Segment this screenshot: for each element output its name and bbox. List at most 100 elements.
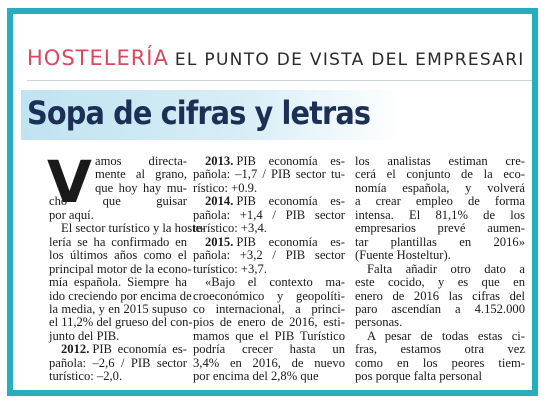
line-text: Falta añadir otro dato a [367, 261, 525, 276]
text-line: pios de enero de 2016, esti- [193, 316, 345, 329]
line-text: lería se ha confirmado en [49, 234, 187, 249]
line-text: tar plantillas en 2016» [355, 234, 525, 249]
header: HOSTELERÍA EL PUNTO DE VISTA DEL EMPRESAR… [27, 46, 525, 70]
text-line: Falta añadir otro dato a [355, 261, 525, 276]
text-line: por aquí. [49, 207, 187, 222]
line-text: por aquí. [49, 207, 94, 222]
line-text: pañola: +1,4 / PIB sector [193, 207, 345, 222]
text-line: podría crecer hasta un [193, 343, 345, 356]
paragraph: 2014. PIB economía es-pañola: +1,4 / PIB … [193, 195, 345, 235]
text-line: por encima del 2,8% que [193, 370, 345, 383]
kicker: EL PUNTO DE VISTA DEL EMPRESARI [174, 50, 525, 70]
text-line: tar plantillas en 2016» [355, 234, 525, 249]
text-line: pañola: +1,4 / PIB sector [193, 207, 345, 222]
line-text: por encima del 2,8% que [193, 369, 319, 384]
paragraph: 2012. PIB economía es-pañola: –2,6 / PIB … [49, 343, 187, 383]
text-line: pañola: –2,6 / PIB sector [49, 355, 187, 370]
text-line: pos porque falta personal [355, 370, 525, 383]
paragraph: 2015. PIB economía es-pañola: +3,2 / PIB … [193, 234, 345, 276]
text-line: los últimos años como el [49, 248, 187, 263]
headline: Sopa de cifras y letras [27, 94, 371, 132]
line-text: la media, y en 2015 supuso [49, 301, 187, 316]
text-line: junto del PIB. [49, 328, 187, 343]
line-text: 3,4% en 2016, de nuevo [193, 355, 345, 370]
line-text: junto del PIB. [49, 328, 120, 343]
line-text: turístico: +3,4. [193, 221, 267, 236]
column: 2013. PIB economía es-pañola: –1,7 / PIB … [193, 154, 345, 384]
line-text: fras, estamos otra vez [355, 342, 525, 357]
text-line: 2013. PIB economía es- [193, 154, 345, 168]
line-text: los últimos años como el [49, 248, 187, 263]
text-line: 2012. PIB economía es- [49, 343, 187, 356]
line-text: los analistas estiman cre- [355, 154, 525, 168]
line-text: pañola: –2,6 / PIB sector [49, 355, 187, 370]
line-text: mente al grano, [95, 167, 187, 182]
line-text: pañola: +3,2 / PIB sector [193, 248, 345, 263]
text-line: la media, y en 2015 supuso [49, 301, 187, 316]
line-text: mamos que el PIB Turístico [193, 328, 345, 343]
frame: HOSTELERÍA EL PUNTO DE VISTA DEL EMPRESAR… [7, 8, 538, 396]
text-line: empresarios prevé aumen- [355, 222, 525, 235]
line-text: PIB economía es- [236, 234, 345, 249]
line-text: este cocido, y es que en [355, 275, 525, 290]
text-line: 2015. PIB economía es- [193, 234, 345, 249]
line-text: co internacional, a princi- [193, 301, 345, 316]
line-text: turístico: +3,7. [193, 261, 267, 276]
text-line: mamos que el PIB Turístico [193, 328, 345, 343]
lead-text: 2012. [61, 342, 90, 357]
drop-cap: V [47, 148, 92, 216]
line-text: amos directa- [95, 154, 187, 168]
line-text: ido creciendo por encima de [49, 288, 192, 303]
line-text: nomía española, y volverá [355, 180, 525, 195]
text-line: fras, estamos otra vez [355, 343, 525, 356]
text-line: cerá el conjunto de la eco- [355, 168, 525, 181]
text-line: principal motor de la econo- [49, 262, 192, 276]
text-line: A pesar de todas estas ci- [355, 328, 525, 343]
paragraph: A pesar de todas estas ci-fras, estamos … [355, 328, 525, 384]
text-line: amos directa- [95, 154, 187, 168]
text-line: pañola: –1,7 / PIB sector tu- [193, 168, 345, 181]
line-text: podría crecer hasta un [193, 342, 345, 357]
text-line: mía española. Siempre ha [49, 275, 187, 290]
line-text: el 11,2% del grueso del con- [49, 315, 193, 330]
line-text: A pesar de todas estas ci- [367, 328, 525, 343]
section-label: HOSTELERÍA [27, 46, 169, 70]
line-text: PIB economía es- [236, 194, 345, 209]
text-line: croeconómico y geopolíti- [193, 288, 345, 303]
text-line: pañola: +3,2 / PIB sector [193, 248, 345, 263]
line-text: pios de enero de 2016, esti- [193, 315, 345, 330]
text-line: «Bajo el contexto ma- [193, 275, 345, 289]
line-text: personas. [355, 315, 403, 330]
text-line: 3,4% en 2016, de nuevo [193, 355, 345, 370]
text-line: que hoy hay mu- [95, 181, 187, 195]
line-text: principal motor de la econo- [49, 261, 192, 276]
line-text: (Fuente Hosteltur). [355, 248, 451, 263]
paragraph: los analistas estiman cre-cerá el conjun… [355, 154, 525, 263]
text-line: (Fuente Hosteltur). [355, 248, 525, 263]
line-text: cho que guisar [49, 194, 187, 209]
line-text: PIB economía es- [236, 154, 345, 168]
line-text: intensa. El 81,1% de los [355, 207, 525, 222]
column: los analistas estiman cre-cerá el conjun… [355, 154, 525, 384]
text-line: cho que guisar [49, 195, 187, 208]
line-text: El sector turístico y la hoste- [61, 221, 206, 236]
line-text: turístico: –2,0. [49, 369, 123, 384]
line-text: como en los peores tiem- [355, 355, 525, 370]
line-text: paro ascendían a 4.152.000 [355, 301, 525, 316]
text-line: este cocido, y es que en [355, 275, 525, 290]
paragraph: El sector turístico y la hoste-lería se … [49, 222, 205, 343]
text-line: como en los peores tiem- [355, 355, 525, 370]
line-text: croeconómico y geopolíti- [193, 288, 345, 303]
lead-text: 2014. [205, 194, 234, 209]
text-line: nomía española, y volverá [355, 180, 525, 195]
text-line: los analistas estiman cre- [355, 154, 525, 168]
text-line: ido creciendo por encima de [49, 289, 192, 303]
text-line: mente al grano, [95, 168, 187, 181]
line-text: a crear empleo de forma [355, 194, 525, 209]
text-line: co internacional, a princi- [193, 301, 345, 316]
text-line: a crear empleo de forma [355, 195, 525, 208]
line-text: mía española. Siempre ha [49, 275, 187, 290]
text-line: turístico: +3,4. [193, 222, 345, 235]
